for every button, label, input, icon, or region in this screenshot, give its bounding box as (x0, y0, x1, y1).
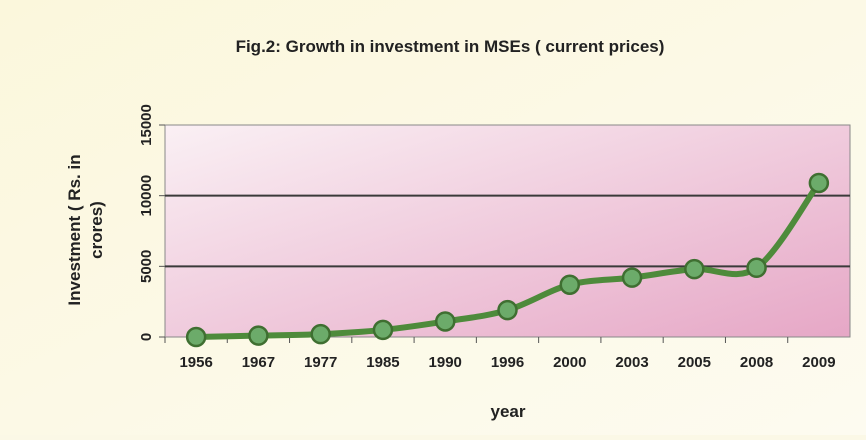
data-point (746, 257, 767, 278)
data-point (248, 325, 269, 346)
y-tick-label: 15000 (138, 104, 155, 146)
y-tick-label: 0 (138, 333, 155, 341)
y-axis-label-line1: Investment ( Rs. in (65, 154, 84, 305)
y-tick-labels: 0 5000 10000 15000 (138, 104, 165, 341)
x-tick-label: 2005 (678, 354, 711, 371)
data-point (434, 311, 456, 332)
data-point (559, 274, 581, 295)
data-point (185, 326, 207, 348)
y-axis-label-line2: crores) (87, 201, 106, 259)
x-tick-label: 2000 (553, 354, 586, 371)
y-tick-label: 10000 (138, 175, 155, 217)
x-tick-label: 1967 (242, 354, 275, 371)
series-line (196, 181, 822, 340)
data-point (372, 319, 394, 341)
x-tick-label: 2008 (740, 354, 773, 371)
series (185, 172, 830, 348)
x-tick-label: 1977 (304, 354, 337, 371)
x-tick-label: 2009 (802, 354, 835, 371)
x-tick-label: 1990 (429, 354, 462, 371)
x-tick-label: 2003 (615, 354, 648, 371)
grid-lines (165, 194, 850, 268)
data-point (310, 323, 331, 345)
x-tick-label: 1956 (179, 354, 212, 371)
x-tick-labels: 1956 1967 1977 1985 1990 1996 2000 2003 2005 2008… (164, 337, 836, 371)
data-point (808, 172, 830, 194)
x-tick-label: 1996 (491, 354, 524, 371)
y-tick-label: 5000 (138, 250, 155, 283)
data-point (684, 258, 705, 280)
x-axis-label: year (491, 402, 526, 421)
data-point (621, 267, 643, 288)
data-point (497, 299, 518, 321)
x-tick-label: 1985 (366, 354, 399, 371)
chart-title: Fig.2: Growth in investment in MSEs ( cu… (236, 37, 665, 56)
